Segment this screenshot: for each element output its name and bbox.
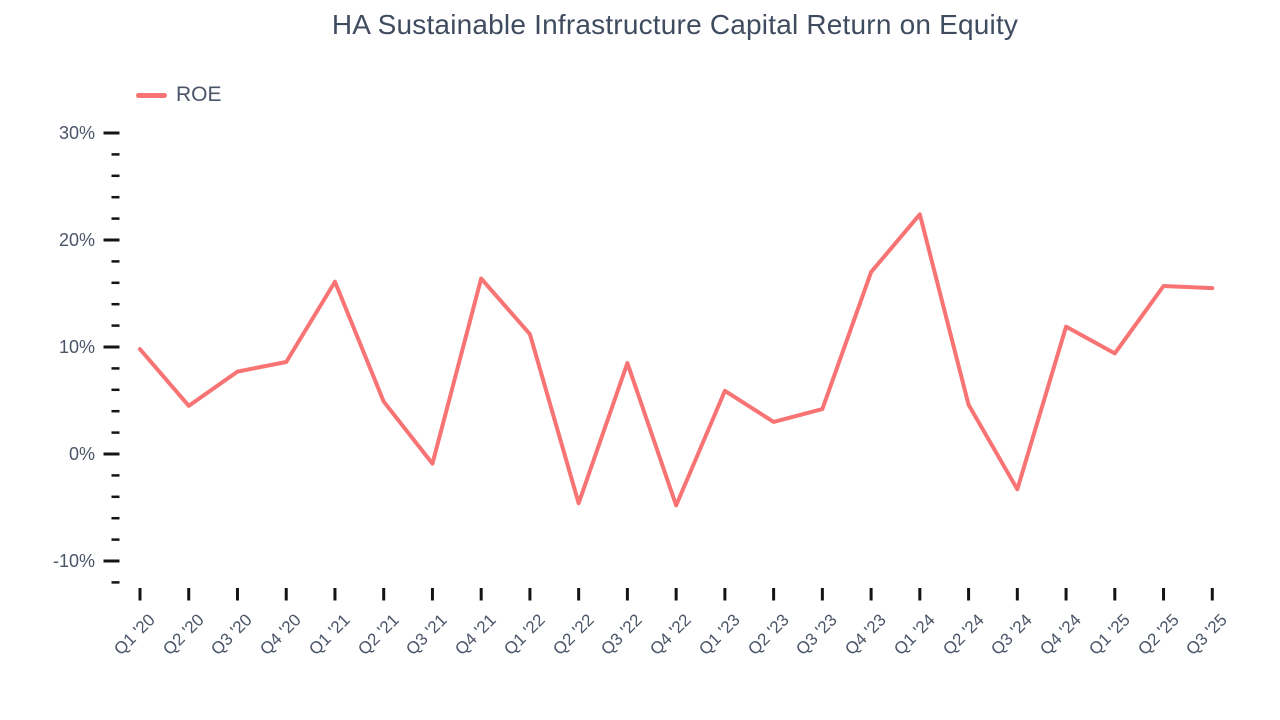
chart-title: HA Sustainable Infrastructure Capital Re… <box>331 9 1019 40</box>
legend-line-swatch-icon <box>136 92 167 98</box>
legend-label: ROE <box>176 83 222 106</box>
roe-series-line <box>138 212 1215 508</box>
legend-item-roe[interactable]: ROE <box>136 83 222 107</box>
y-tick-label: 0% <box>68 443 95 464</box>
y-tick-label: 20% <box>58 229 95 250</box>
y-tick-label: 10% <box>58 336 95 357</box>
y-tick-label: -10% <box>52 550 95 571</box>
y-tick-label: 30% <box>58 122 95 143</box>
